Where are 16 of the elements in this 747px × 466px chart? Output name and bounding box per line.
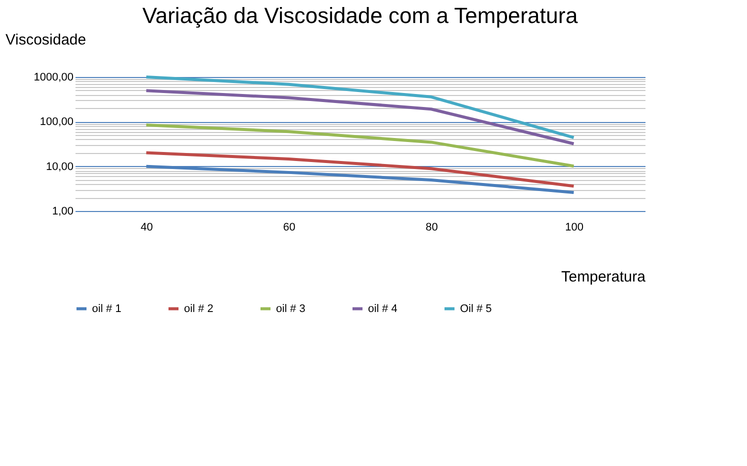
legend-label: oil # 1 bbox=[92, 302, 122, 315]
y-tick-label: 1,00 bbox=[52, 206, 74, 218]
legend-label: oil # 2 bbox=[184, 302, 214, 315]
x-tick-label: 100 bbox=[565, 222, 584, 234]
x-tick-label: 80 bbox=[426, 222, 438, 234]
y-tick-label: 1000,00 bbox=[34, 72, 74, 84]
y-tick-label: 100,00 bbox=[40, 116, 74, 128]
legend-label: oil # 4 bbox=[368, 302, 398, 315]
y-tick-label: 10,00 bbox=[46, 160, 74, 173]
legend-label: Oil # 5 bbox=[460, 302, 492, 315]
x-tick-label: 40 bbox=[140, 222, 153, 234]
x-axis-title: Temperatura bbox=[561, 268, 646, 286]
legend-label: oil # 3 bbox=[276, 302, 306, 315]
x-tick-label: 60 bbox=[283, 222, 296, 234]
chart-title: Variação da Viscosidade com a Temperatura bbox=[142, 3, 578, 28]
y-axis-title: Viscosidade bbox=[6, 32, 86, 48]
